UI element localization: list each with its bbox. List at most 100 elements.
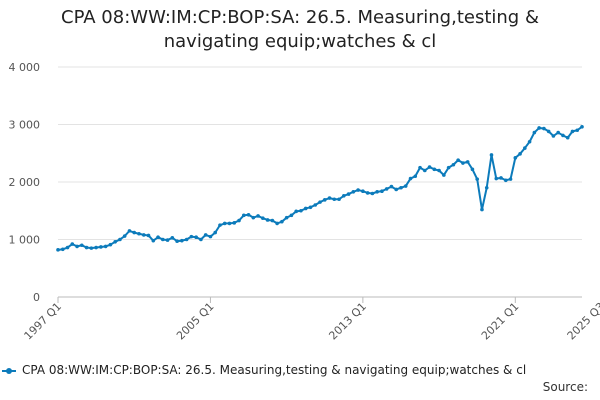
data-point[interactable] (570, 129, 575, 134)
data-point[interactable] (470, 167, 475, 172)
data-point[interactable] (137, 231, 141, 236)
data-point[interactable] (222, 221, 227, 226)
data-point[interactable] (122, 234, 127, 238)
data-point[interactable] (141, 233, 146, 237)
data-point[interactable] (370, 191, 375, 196)
data-point[interactable] (294, 209, 298, 214)
data-point[interactable] (237, 218, 241, 223)
data-point[interactable] (113, 240, 117, 244)
data-point[interactable] (108, 242, 113, 247)
data-point[interactable] (542, 126, 546, 131)
data-point[interactable] (256, 214, 260, 218)
data-point[interactable] (494, 176, 499, 181)
data-point[interactable] (275, 221, 279, 226)
data-point[interactable] (380, 189, 384, 193)
data-point[interactable] (346, 192, 351, 196)
data-point[interactable] (413, 174, 418, 179)
data-point[interactable] (132, 230, 137, 235)
data-point[interactable] (523, 146, 527, 150)
data-point[interactable] (208, 234, 213, 239)
data-point[interactable] (84, 245, 89, 250)
data-point[interactable] (423, 168, 427, 173)
data-point[interactable] (56, 248, 60, 252)
data-point[interactable] (146, 233, 151, 238)
data-point[interactable] (170, 235, 175, 240)
data-point[interactable] (94, 245, 98, 250)
data-point[interactable] (280, 219, 284, 224)
data-point[interactable] (165, 238, 170, 242)
data-point[interactable] (503, 178, 508, 183)
data-point[interactable] (432, 167, 437, 172)
data-point[interactable] (80, 243, 84, 248)
data-point[interactable] (361, 189, 365, 193)
data-point[interactable] (332, 197, 337, 202)
data-point[interactable] (561, 133, 565, 138)
data-point[interactable] (565, 135, 570, 140)
data-point[interactable] (465, 160, 470, 164)
data-point[interactable] (199, 237, 203, 242)
data-point[interactable] (99, 245, 103, 249)
data-point[interactable] (480, 207, 484, 212)
data-point[interactable] (446, 165, 451, 170)
data-point[interactable] (365, 191, 370, 195)
data-point[interactable] (575, 128, 580, 133)
data-point[interactable] (303, 206, 308, 211)
data-point[interactable] (203, 233, 208, 237)
data-point[interactable] (322, 198, 327, 202)
data-point[interactable] (408, 176, 413, 181)
data-point[interactable] (327, 196, 332, 200)
data-point[interactable] (65, 245, 70, 250)
data-point[interactable] (70, 242, 75, 246)
data-point[interactable] (251, 215, 256, 220)
data-point[interactable] (546, 129, 551, 134)
data-point[interactable] (527, 139, 532, 144)
data-point[interactable] (399, 185, 403, 190)
data-point[interactable] (261, 216, 265, 221)
data-point[interactable] (513, 156, 518, 160)
data-point[interactable] (556, 130, 560, 135)
data-point[interactable] (218, 223, 222, 227)
data-point[interactable] (384, 187, 389, 191)
data-point[interactable] (161, 237, 165, 242)
data-point[interactable] (499, 176, 503, 180)
data-point[interactable] (351, 189, 356, 194)
data-point[interactable] (60, 247, 65, 252)
data-point[interactable] (318, 200, 322, 204)
data-point[interactable] (451, 162, 456, 167)
data-point[interactable] (289, 213, 294, 218)
data-point[interactable] (103, 244, 108, 249)
data-point[interactable] (75, 244, 79, 249)
data-point[interactable] (437, 168, 441, 173)
data-point[interactable] (184, 237, 189, 242)
data-point[interactable] (356, 188, 360, 192)
data-point[interactable] (442, 173, 446, 177)
data-point[interactable] (337, 197, 341, 202)
data-point[interactable] (265, 218, 270, 222)
data-point[interactable] (456, 158, 460, 162)
data-point[interactable] (508, 177, 513, 181)
data-point[interactable] (518, 152, 522, 156)
data-point[interactable] (375, 189, 379, 194)
legend[interactable]: CPA 08:WW:IM:CP:BOP:SA: 26.5. Measuring,… (0, 362, 600, 380)
data-point[interactable] (194, 235, 198, 239)
data-point[interactable] (241, 213, 246, 218)
data-point[interactable] (461, 161, 465, 165)
data-point[interactable] (342, 194, 346, 198)
data-point[interactable] (270, 218, 275, 223)
data-point[interactable] (151, 238, 156, 243)
data-point[interactable] (403, 184, 408, 188)
data-point[interactable] (284, 215, 289, 220)
data-point[interactable] (246, 212, 251, 217)
data-point[interactable] (232, 221, 237, 225)
data-point[interactable] (299, 208, 303, 213)
data-point[interactable] (551, 134, 556, 138)
data-point[interactable] (389, 184, 394, 189)
data-point[interactable] (127, 229, 132, 233)
data-point[interactable] (89, 246, 94, 250)
data-point[interactable] (313, 203, 318, 207)
data-point[interactable] (427, 165, 432, 169)
data-point[interactable] (537, 126, 541, 130)
data-point[interactable] (175, 239, 179, 244)
data-point[interactable] (418, 165, 422, 170)
data-point[interactable] (118, 237, 122, 242)
